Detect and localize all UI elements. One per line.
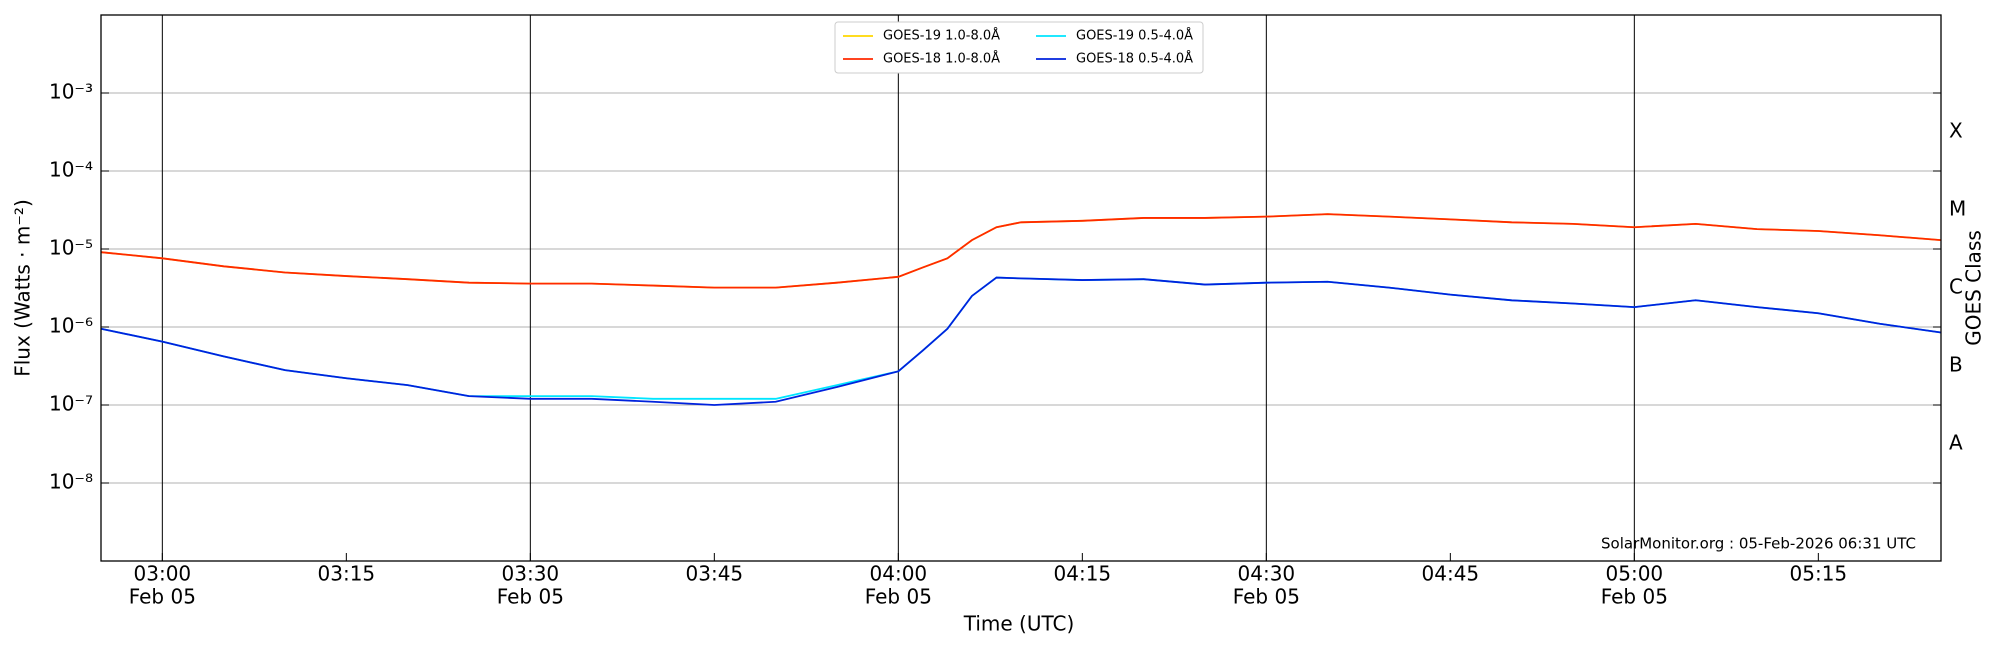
legend-label: GOES-19 1.0-8.0Å bbox=[883, 28, 1000, 44]
legend-label: GOES-19 0.5-4.0Å bbox=[1076, 28, 1193, 44]
y2-tick-label: X bbox=[1949, 119, 1963, 143]
legend: GOES-19 1.0-8.0Å GOES-18 1.0-8.0Å GOES-19 … bbox=[834, 21, 1204, 74]
y-tick-label: 10⁻⁶ bbox=[49, 314, 93, 338]
x-tick-label: 05:15 bbox=[1790, 562, 1848, 586]
x-tick-label: 04:00 bbox=[870, 562, 928, 586]
x-tick-label: 04:45 bbox=[1422, 562, 1480, 586]
x-tick-label: 04:15 bbox=[1054, 562, 1112, 586]
x-tick-label: 03:30 bbox=[502, 562, 560, 586]
y-tick-label: 10⁻⁷ bbox=[49, 392, 93, 416]
y2-tick-label: A bbox=[1949, 431, 1963, 455]
x-tick-date: Feb 05 bbox=[1233, 585, 1300, 609]
y-tick-label: 10⁻⁵ bbox=[49, 236, 93, 260]
y2-tick-label: B bbox=[1949, 353, 1963, 377]
legend-label: GOES-18 0.5-4.0Å bbox=[1076, 51, 1193, 67]
y-tick-label: 10⁻⁴ bbox=[49, 158, 93, 182]
x-tick-label: 03:15 bbox=[318, 562, 376, 586]
x-tick-label: 03:45 bbox=[686, 562, 744, 586]
y-tick-label: 10⁻⁸ bbox=[49, 470, 93, 494]
series-line bbox=[100, 276, 1942, 406]
x-tick-date: Feb 05 bbox=[1601, 585, 1668, 609]
series-line bbox=[100, 276, 1942, 400]
plot-frame bbox=[100, 14, 1942, 562]
y-axis-label: Flux (Watts · m⁻²) bbox=[11, 199, 35, 377]
x-tick-label: 05:00 bbox=[1606, 562, 1664, 586]
series-line bbox=[100, 213, 1942, 289]
x-tick-label: 04:30 bbox=[1238, 562, 1296, 586]
legend-box bbox=[834, 21, 1204, 74]
x-tick-label: 03:00 bbox=[134, 562, 192, 586]
y2-tick-label: M bbox=[1949, 197, 1966, 221]
y2-tick-label: C bbox=[1949, 275, 1963, 299]
x-tick-date: Feb 05 bbox=[865, 585, 932, 609]
x-tick-date: Feb 05 bbox=[129, 585, 196, 609]
x-axis-label: Time (UTC) bbox=[963, 612, 1075, 636]
y2-axis-label: GOES Class bbox=[1962, 230, 1986, 346]
footer: SolarMonitor.org : 05-Feb-2026 06:31 UTC bbox=[1601, 535, 1916, 553]
legend-label: GOES-18 1.0-8.0Å bbox=[883, 51, 1000, 67]
x-tick-date: Feb 05 bbox=[497, 585, 564, 609]
y-tick-label: 10⁻³ bbox=[49, 80, 93, 104]
